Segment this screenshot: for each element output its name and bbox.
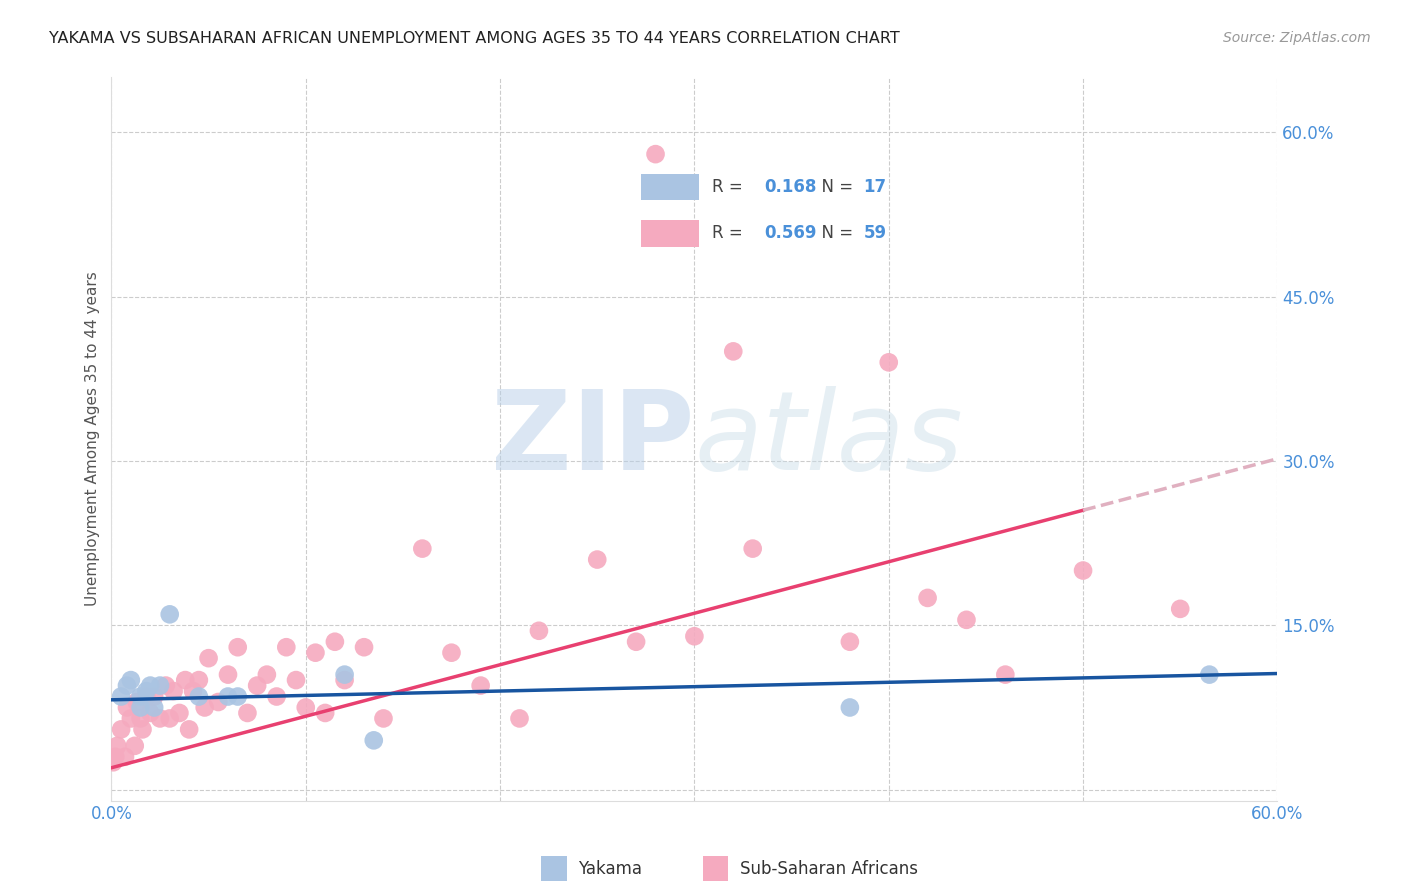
Text: 0.569: 0.569 bbox=[765, 224, 817, 242]
Point bbox=[120, 711, 142, 725]
Point bbox=[1071, 564, 1094, 578]
Point bbox=[197, 651, 219, 665]
Point bbox=[155, 679, 177, 693]
Text: R =: R = bbox=[711, 224, 748, 242]
Point bbox=[470, 679, 492, 693]
Text: atlas: atlas bbox=[695, 385, 963, 492]
Point bbox=[135, 684, 157, 698]
Point bbox=[131, 723, 153, 737]
Point bbox=[226, 690, 249, 704]
Point bbox=[333, 667, 356, 681]
Point bbox=[139, 706, 162, 720]
Point bbox=[207, 695, 229, 709]
Point bbox=[125, 695, 148, 709]
Text: YAKAMA VS SUBSAHARAN AFRICAN UNEMPLOYMENT AMONG AGES 35 TO 44 YEARS CORRELATION : YAKAMA VS SUBSAHARAN AFRICAN UNEMPLOYMEN… bbox=[49, 31, 900, 46]
Point bbox=[741, 541, 763, 556]
Text: ZIP: ZIP bbox=[491, 385, 695, 492]
Point bbox=[723, 344, 745, 359]
Text: N =: N = bbox=[811, 224, 859, 242]
Point bbox=[955, 613, 977, 627]
Point bbox=[527, 624, 550, 638]
Point bbox=[149, 711, 172, 725]
Text: 17: 17 bbox=[863, 178, 887, 196]
Point bbox=[256, 667, 278, 681]
Point bbox=[236, 706, 259, 720]
Point bbox=[115, 679, 138, 693]
Point bbox=[110, 690, 132, 704]
Point bbox=[159, 607, 181, 622]
Point bbox=[143, 700, 166, 714]
Point bbox=[586, 552, 609, 566]
Point bbox=[624, 634, 647, 648]
Text: Sub-Saharan Africans: Sub-Saharan Africans bbox=[740, 860, 918, 878]
Point bbox=[143, 690, 166, 704]
Text: N =: N = bbox=[811, 178, 859, 196]
Point bbox=[838, 634, 860, 648]
Point bbox=[174, 673, 197, 687]
Point bbox=[129, 690, 152, 704]
Point bbox=[129, 700, 152, 714]
Point bbox=[124, 739, 146, 753]
Point bbox=[314, 706, 336, 720]
Point bbox=[187, 690, 209, 704]
Text: Yakama: Yakama bbox=[578, 860, 643, 878]
Point bbox=[276, 640, 298, 655]
Point bbox=[181, 684, 204, 698]
Point bbox=[644, 147, 666, 161]
Point bbox=[917, 591, 939, 605]
Point bbox=[105, 739, 128, 753]
Point bbox=[508, 711, 530, 725]
Point bbox=[246, 679, 269, 693]
Point bbox=[104, 749, 127, 764]
Point bbox=[135, 690, 157, 704]
Point bbox=[194, 700, 217, 714]
Point bbox=[129, 711, 152, 725]
Point bbox=[120, 673, 142, 687]
Point bbox=[304, 646, 326, 660]
Point bbox=[440, 646, 463, 660]
Text: 59: 59 bbox=[863, 224, 887, 242]
Text: R =: R = bbox=[711, 178, 748, 196]
Point bbox=[323, 634, 346, 648]
Point bbox=[169, 706, 191, 720]
Point bbox=[285, 673, 308, 687]
Point bbox=[114, 749, 136, 764]
Point bbox=[838, 700, 860, 714]
Y-axis label: Unemployment Among Ages 35 to 44 years: Unemployment Among Ages 35 to 44 years bbox=[86, 272, 100, 607]
Point bbox=[115, 700, 138, 714]
Point bbox=[110, 723, 132, 737]
Point bbox=[877, 355, 900, 369]
Text: 0.168: 0.168 bbox=[765, 178, 817, 196]
Point bbox=[683, 629, 706, 643]
Point bbox=[159, 711, 181, 725]
Point bbox=[266, 690, 288, 704]
Bar bbox=[641, 174, 699, 201]
Point bbox=[353, 640, 375, 655]
Point bbox=[226, 640, 249, 655]
Point bbox=[1198, 667, 1220, 681]
Text: Source: ZipAtlas.com: Source: ZipAtlas.com bbox=[1223, 31, 1371, 45]
Point bbox=[373, 711, 395, 725]
Point bbox=[333, 673, 356, 687]
Point bbox=[294, 700, 316, 714]
Point bbox=[217, 690, 239, 704]
Point bbox=[363, 733, 385, 747]
Point bbox=[149, 679, 172, 693]
Point bbox=[162, 684, 184, 698]
Point bbox=[139, 679, 162, 693]
Point bbox=[217, 667, 239, 681]
Bar bbox=[641, 219, 699, 246]
Point bbox=[187, 673, 209, 687]
Point bbox=[411, 541, 433, 556]
Point bbox=[994, 667, 1017, 681]
Point bbox=[179, 723, 201, 737]
Point bbox=[1168, 602, 1191, 616]
Point bbox=[103, 756, 125, 770]
